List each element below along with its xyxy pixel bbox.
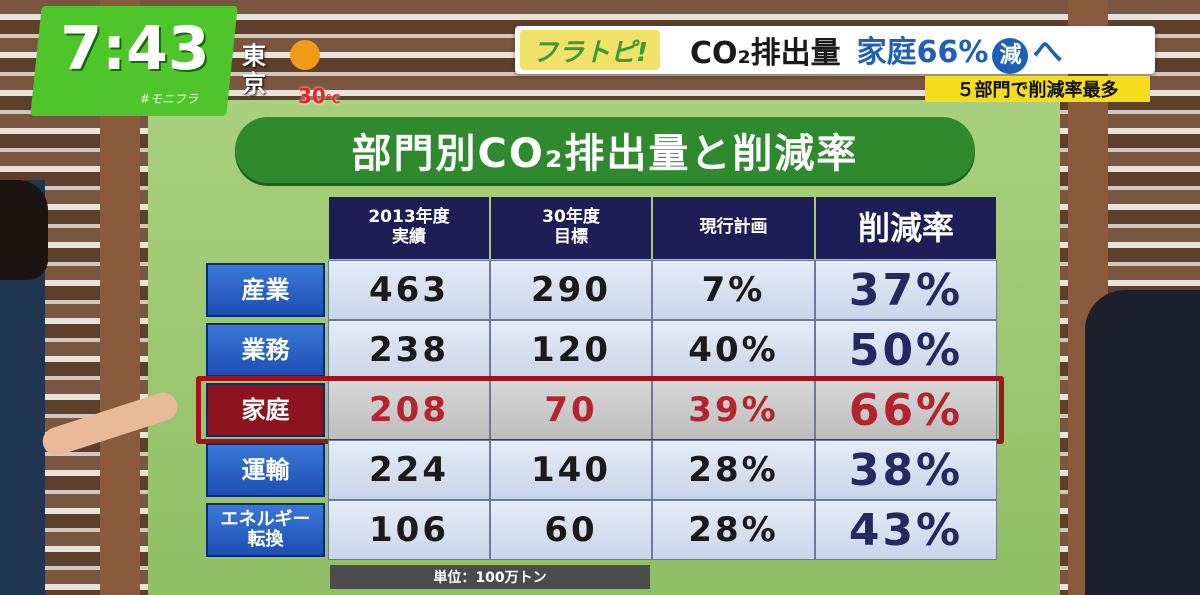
table-cell: 120 <box>490 320 652 380</box>
row-label: エネルギー 転換 <box>206 503 325 557</box>
table-cell: 40% <box>652 320 815 380</box>
row-label: 産業 <box>206 263 325 317</box>
table-cell: 7% <box>652 260 815 320</box>
table-cell: 106 <box>328 500 490 560</box>
table-cell: 70 <box>490 380 652 440</box>
weather-icon <box>290 40 320 70</box>
headline: CO₂排出量 家庭66% 減へ <box>690 30 1062 74</box>
temperature-unit: ℃ <box>325 92 341 106</box>
column-header: 30年度 目標 <box>491 197 651 259</box>
table-cell: 43% <box>815 500 997 560</box>
unit-note: 単位：100万トン <box>330 565 650 589</box>
city: 東京 <box>242 42 266 98</box>
column-header: 現行計画 <box>653 197 814 259</box>
table-cell: 28% <box>652 440 815 500</box>
hashtag: #モニフラ <box>140 92 199 106</box>
column-header: 削減率 <box>816 197 996 259</box>
row-label: 運輸 <box>206 443 325 497</box>
headline-text: へ <box>1032 34 1063 70</box>
table-cell: 224 <box>328 440 490 500</box>
subheadline: ５部門で削減率最多 <box>925 76 1150 102</box>
presenter-right <box>1085 290 1200 595</box>
table-cell: 38% <box>815 440 997 500</box>
headline-text: 家庭66% <box>856 34 989 70</box>
row-label: 業務 <box>206 323 325 377</box>
column-header: 2013年度 実績 <box>329 197 489 259</box>
table-cell: 238 <box>328 320 490 380</box>
table-cell: 66% <box>815 380 997 440</box>
table-cell: 463 <box>328 260 490 320</box>
headline-circle: 減 <box>992 37 1029 74</box>
row-label: 家庭 <box>206 383 325 437</box>
table-cell: 60 <box>490 500 652 560</box>
table-cell: 28% <box>652 500 815 560</box>
table-cell: 37% <box>815 260 997 320</box>
hair <box>0 180 48 280</box>
table-cell: 50% <box>815 320 997 380</box>
highlight-frame <box>196 376 1004 444</box>
clock-time: 7:43 <box>60 14 210 84</box>
board-title: 部門別CO₂排出量と削減率 <box>235 117 975 183</box>
temperature: 30℃ <box>298 84 340 108</box>
headline-part: 家庭66% 減へ <box>856 27 1063 74</box>
table-cell: 140 <box>490 440 652 500</box>
headline-part: CO₂排出量 <box>690 36 841 71</box>
brand: フラトピ! <box>520 30 660 70</box>
temperature-value: 30 <box>298 84 326 108</box>
table-cell: 290 <box>490 260 652 320</box>
